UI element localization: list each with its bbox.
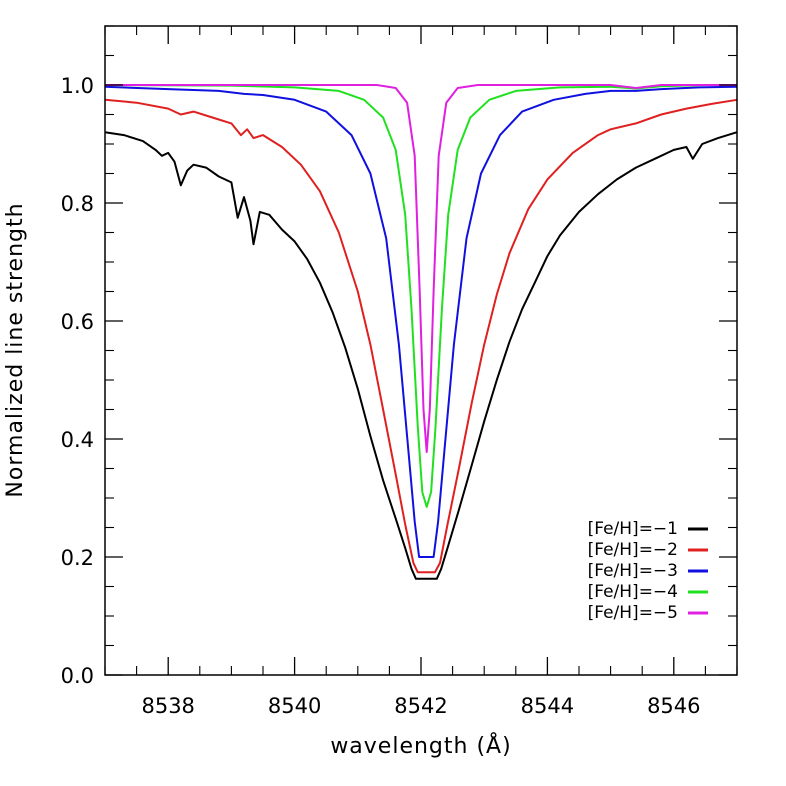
x-tick-label: 8544 xyxy=(521,694,574,718)
series-line-2 xyxy=(104,98,738,574)
series-line-3 xyxy=(104,85,738,558)
legend-label-4: [Fe/H]=−4 xyxy=(588,582,678,602)
series-layer xyxy=(104,84,738,580)
y-tick-label: 0.8 xyxy=(61,192,94,216)
legend-label-5: [Fe/H]=−5 xyxy=(588,603,678,623)
series-line-4 xyxy=(104,84,737,508)
series-line-5 xyxy=(105,84,737,453)
x-tick-label: 8540 xyxy=(268,694,321,718)
y-tick-label: 1.0 xyxy=(61,74,94,98)
x-tick-label: 8538 xyxy=(141,694,194,718)
x-axis-label: wavelength (Å) xyxy=(330,732,511,759)
legend-label-3: [Fe/H]=−3 xyxy=(588,561,678,581)
y-tick-label: 0.0 xyxy=(61,664,94,688)
y-tick-label: 0.2 xyxy=(61,546,94,570)
y-tick-label: 0.6 xyxy=(61,310,94,334)
y-tick-label: 0.4 xyxy=(61,428,94,452)
tick-labels-layer: 8538 8540 8542 8544 8546 0.0 0.2 0.4 0.6 0.8 1.0 xyxy=(61,74,701,718)
legend: [Fe/H]=−1[Fe/H]=−2[Fe/H]=−3[Fe/H]=−4[Fe/… xyxy=(588,519,708,623)
y-axis-label: Normalized line strength xyxy=(3,202,28,497)
series-line-1 xyxy=(104,131,738,580)
legend-label-2: [Fe/H]=−2 xyxy=(588,540,678,560)
x-tick-label: 8542 xyxy=(394,694,447,718)
legend-label-1: [Fe/H]=−1 xyxy=(588,519,678,539)
x-tick-label: 8546 xyxy=(647,694,700,718)
ticks-layer xyxy=(104,25,738,676)
